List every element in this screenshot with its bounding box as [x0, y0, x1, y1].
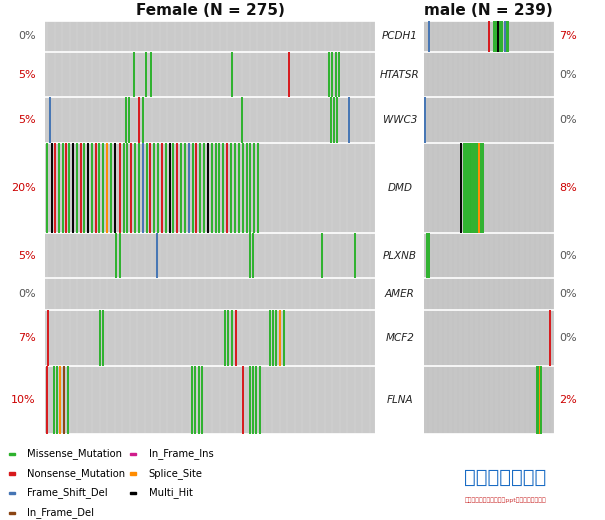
Text: In_Frame_Ins: In_Frame_Ins	[149, 448, 214, 459]
Text: MCF2: MCF2	[385, 333, 414, 343]
Text: 0%: 0%	[18, 31, 36, 42]
Text: DMD: DMD	[387, 183, 413, 193]
Title: Female (N = 275): Female (N = 275)	[136, 3, 285, 18]
Bar	[130, 492, 136, 494]
Bar	[9, 512, 15, 514]
Text: 0%: 0%	[559, 251, 577, 261]
Bar	[130, 452, 136, 455]
Text: WWC3: WWC3	[383, 115, 417, 125]
Text: 考公公山公共资料分享，ppt模板、科研工具等: 考公公山公共资料分享，ppt模板、科研工具等	[464, 498, 546, 503]
Bar	[9, 452, 15, 455]
Text: FLNA: FLNA	[387, 395, 413, 405]
Text: 7%: 7%	[18, 333, 36, 343]
Text: 明客学习资料网: 明客学习资料网	[464, 468, 546, 487]
Text: 5%: 5%	[18, 251, 36, 261]
Title: male (N = 239): male (N = 239)	[424, 3, 553, 18]
Bar	[130, 472, 136, 475]
Text: 2%: 2%	[559, 395, 577, 405]
Text: Frame_Shift_Del: Frame_Shift_Del	[27, 488, 108, 499]
Text: 0%: 0%	[559, 70, 577, 80]
Text: In_Frame_Del: In_Frame_Del	[27, 507, 94, 518]
Text: 5%: 5%	[18, 115, 36, 125]
Text: Multi_Hit: Multi_Hit	[149, 488, 192, 499]
Text: 0%: 0%	[559, 115, 577, 125]
Text: 0%: 0%	[559, 333, 577, 343]
Text: 20%: 20%	[11, 183, 36, 193]
Text: HTATSR: HTATSR	[380, 70, 420, 80]
Text: 10%: 10%	[11, 395, 36, 405]
Text: AMER: AMER	[385, 289, 415, 299]
Text: 8%: 8%	[559, 183, 577, 193]
Bar	[9, 472, 15, 475]
Text: Splice_Site: Splice_Site	[149, 468, 203, 479]
Text: PCDH1: PCDH1	[382, 31, 418, 42]
Text: Missense_Mutation: Missense_Mutation	[27, 448, 122, 459]
Text: 7%: 7%	[559, 31, 577, 42]
Text: 0%: 0%	[559, 289, 577, 299]
Text: Nonsense_Mutation: Nonsense_Mutation	[27, 468, 126, 479]
Text: 5%: 5%	[18, 70, 36, 80]
Bar	[9, 492, 15, 494]
Text: PLXNB: PLXNB	[383, 251, 417, 261]
Text: 0%: 0%	[18, 289, 36, 299]
